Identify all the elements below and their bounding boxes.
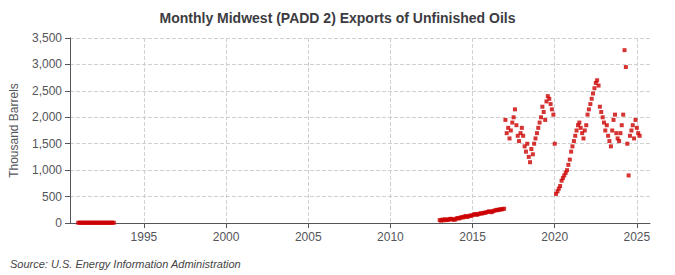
svg-text:1,500: 1,500 — [32, 137, 62, 151]
svg-text:2005: 2005 — [295, 230, 322, 244]
svg-text:2025: 2025 — [624, 230, 651, 244]
svg-text:1995: 1995 — [131, 230, 158, 244]
svg-text:Monthly Midwest (PADD 2) Expor: Monthly Midwest (PADD 2) Exports of Unfi… — [160, 10, 516, 26]
svg-text:2015: 2015 — [459, 230, 486, 244]
svg-text:2,500: 2,500 — [32, 84, 62, 98]
svg-text:3,000: 3,000 — [32, 57, 62, 71]
svg-text:500: 500 — [42, 190, 62, 204]
svg-text:2020: 2020 — [541, 230, 568, 244]
svg-text:Source: U.S. Energy Informatio: Source: U.S. Energy Information Administ… — [10, 258, 241, 270]
svg-text:2000: 2000 — [213, 230, 240, 244]
svg-text:3,500: 3,500 — [32, 31, 62, 45]
svg-text:0: 0 — [55, 216, 62, 230]
svg-text:1,000: 1,000 — [32, 163, 62, 177]
svg-text:2010: 2010 — [377, 230, 404, 244]
svg-text:2,000: 2,000 — [32, 110, 62, 124]
svg-text:Thousand Barrels: Thousand Barrels — [7, 83, 21, 178]
